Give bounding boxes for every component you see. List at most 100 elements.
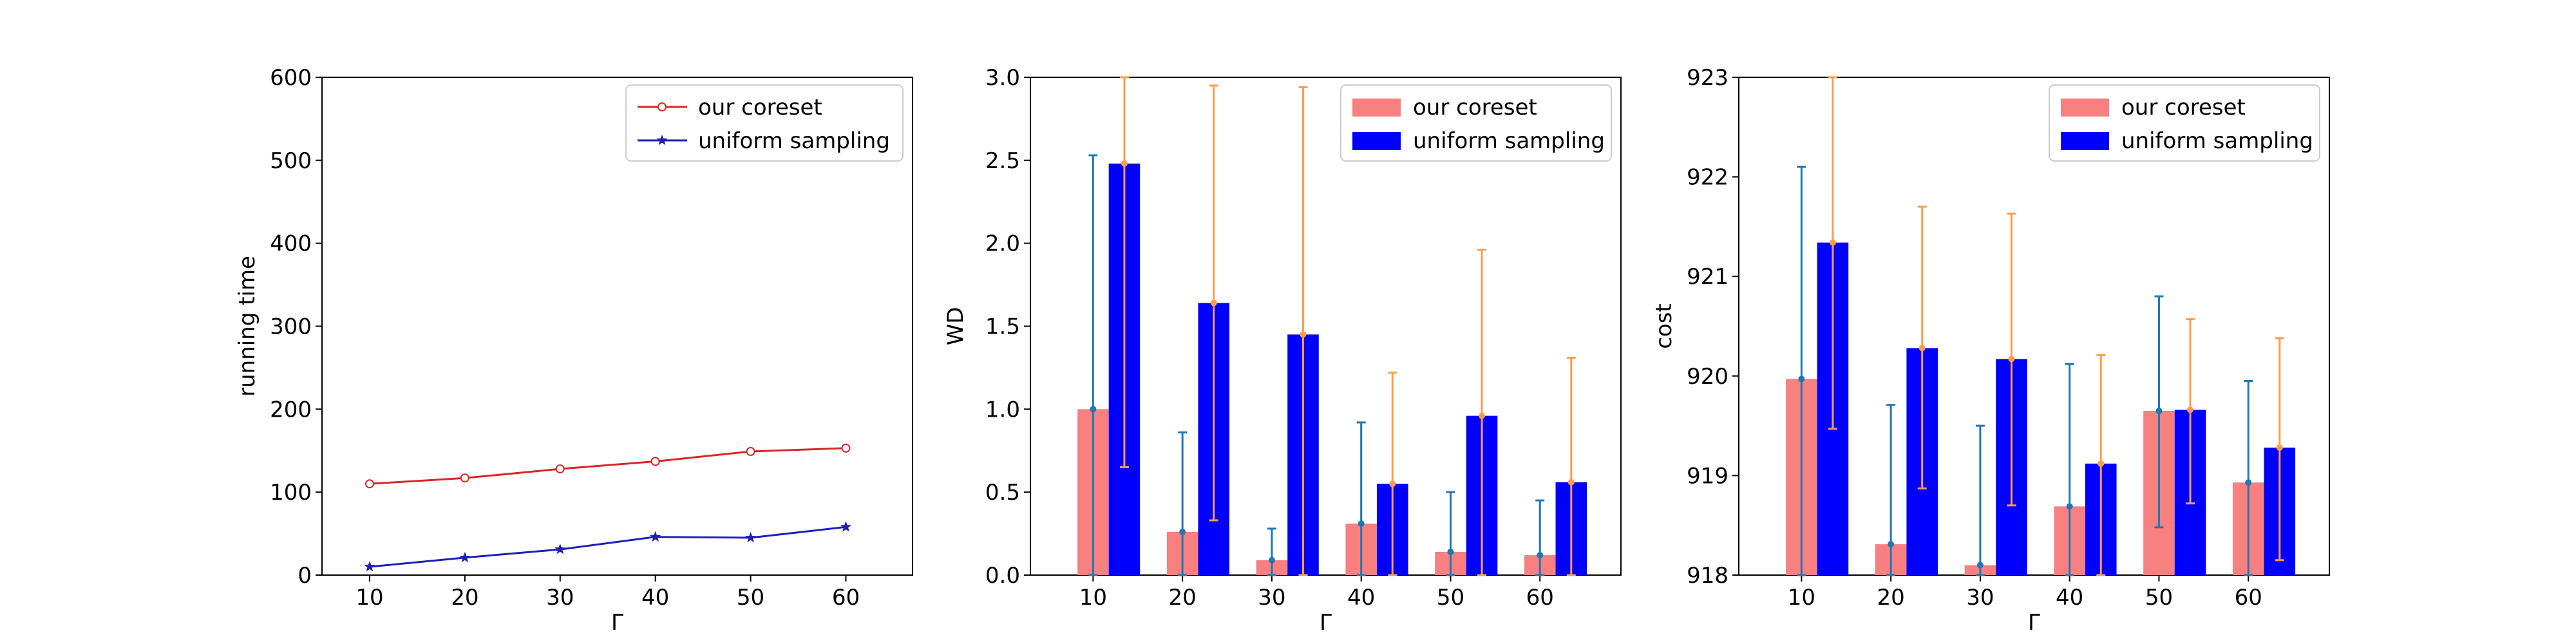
x-tick-label: 50 xyxy=(1437,585,1464,611)
mean-marker xyxy=(2187,406,2194,413)
mean-marker xyxy=(2098,460,2105,467)
legend-box xyxy=(625,84,904,162)
running-time-line-chart: 0 100 200 300 400 500 600 running time Γ 10 20 30 40… xyxy=(234,65,913,636)
legend-swatch-1 xyxy=(1352,132,1401,150)
y-tick-label: 0 xyxy=(298,563,312,589)
mean-marker xyxy=(1888,541,1895,548)
mean-marker xyxy=(1537,552,1544,559)
x-tick-label: 60 xyxy=(832,585,860,611)
legend-label-1: uniform sampling xyxy=(2121,128,2313,154)
mean-marker xyxy=(1918,345,1926,352)
mean-marker xyxy=(1976,562,1984,569)
mean-marker xyxy=(1300,331,1307,338)
legend-marker-0 xyxy=(658,102,667,111)
y-tick-label: 1.5 xyxy=(985,314,1020,340)
mean-marker xyxy=(1268,556,1275,564)
x-tick-label: 60 xyxy=(2235,585,2262,611)
y-tick-label: 2.5 xyxy=(985,148,1020,174)
mean-marker xyxy=(1829,239,1836,246)
y-axis-label: cost xyxy=(1651,303,1677,349)
y-tick-label: 923 xyxy=(1687,65,1728,91)
x-tick-label: 10 xyxy=(1788,585,1815,611)
mean-marker xyxy=(2155,407,2163,414)
x-tick-label: 20 xyxy=(1169,585,1197,611)
legend-box xyxy=(2049,84,2320,162)
data-point xyxy=(746,447,755,457)
y-tick-label: 921 xyxy=(1687,264,1728,290)
y-tick-label: 300 xyxy=(270,314,312,340)
x-tick-label: 60 xyxy=(1526,585,1554,611)
x-tick-label: 30 xyxy=(546,585,574,611)
legend-label-1: uniform sampling xyxy=(698,128,890,154)
x-tick-label: 30 xyxy=(1966,585,1994,611)
x-tick-label: 10 xyxy=(1079,585,1107,611)
y-tick-label: 400 xyxy=(270,231,312,257)
mean-marker xyxy=(1179,529,1186,536)
y-tick-label: 600 xyxy=(270,65,312,91)
x-axis-label: Γ xyxy=(1320,610,1332,636)
mean-marker xyxy=(2066,503,2073,510)
legend-label-0: our coreset xyxy=(2121,95,2246,120)
y-tick-label: 500 xyxy=(270,148,312,174)
legend-marker-1 xyxy=(656,135,668,146)
data-point xyxy=(364,561,375,572)
mean-marker xyxy=(1798,375,1805,383)
y-tick-label: 2.0 xyxy=(985,231,1020,257)
y-axis-label: running time xyxy=(234,256,260,397)
y-tick-label: 920 xyxy=(1687,364,1728,390)
y-axis-label: WD xyxy=(943,307,969,346)
data-point xyxy=(650,531,661,542)
x-tick-label: 20 xyxy=(451,585,478,611)
y-tick-label: 1.0 xyxy=(985,397,1020,422)
data-point xyxy=(460,473,469,483)
legend-box xyxy=(1340,84,1612,162)
x-axis-label: Γ xyxy=(611,610,623,636)
y-tick-label: 918 xyxy=(1687,563,1728,589)
mean-marker xyxy=(2008,355,2015,363)
data-point xyxy=(554,544,566,554)
x-tick-label: 30 xyxy=(1258,585,1285,611)
x-tick-label: 20 xyxy=(1877,585,1905,611)
y-tick-label: 0.0 xyxy=(985,563,1020,589)
series-line-0 xyxy=(369,447,846,485)
x-axis-label: Γ xyxy=(2028,610,2040,636)
x-tick-label: 50 xyxy=(2145,585,2173,611)
axes-frame xyxy=(1738,77,2330,576)
y-tick-label: 100 xyxy=(270,480,312,506)
data-point xyxy=(841,443,851,453)
data-point xyxy=(840,521,851,532)
y-tick-label: 3.0 xyxy=(985,65,1020,91)
y-tick-label: 0.5 xyxy=(985,480,1020,506)
x-tick-label: 40 xyxy=(2056,585,2083,611)
mean-marker xyxy=(1121,160,1128,167)
y-tick-label: 919 xyxy=(1687,463,1728,489)
y-tick-label: 200 xyxy=(270,397,312,422)
x-tick-label: 50 xyxy=(737,585,764,611)
data-point xyxy=(365,479,374,489)
mean-marker xyxy=(1567,478,1575,486)
data-point xyxy=(745,532,757,543)
mean-marker xyxy=(2245,479,2252,486)
data-point xyxy=(459,551,471,563)
mean-marker xyxy=(1447,548,1454,555)
mean-marker xyxy=(1210,299,1217,307)
mean-marker xyxy=(1090,406,1097,413)
legend-swatch-1 xyxy=(2061,132,2109,150)
wd-bar-chart: 0.0 0.5 1.0 1.5 2.0 2.5 3.0 WD Γ 10 20 30 40 50 60 our … xyxy=(943,65,1622,636)
data-point xyxy=(555,464,565,474)
mean-marker xyxy=(1479,412,1486,419)
mean-marker xyxy=(2276,444,2283,451)
legend-swatch-0 xyxy=(2061,99,2109,117)
data-point xyxy=(650,457,660,466)
x-tick-label: 10 xyxy=(355,585,383,611)
legend-swatch-0 xyxy=(1352,99,1401,117)
legend-label-1: uniform sampling xyxy=(1413,128,1605,154)
legend-label-0: our coreset xyxy=(698,95,822,120)
x-tick-label: 40 xyxy=(1347,585,1375,611)
cost-bar-chart: 918 919 920 921 922 923 cost Γ 10 20 30 40 50 60 our c… xyxy=(1651,65,2330,636)
series-line-1 xyxy=(369,526,846,568)
mean-marker xyxy=(1358,520,1365,527)
legend-label-0: our coreset xyxy=(1413,95,1537,120)
x-tick-label: 40 xyxy=(641,585,669,611)
